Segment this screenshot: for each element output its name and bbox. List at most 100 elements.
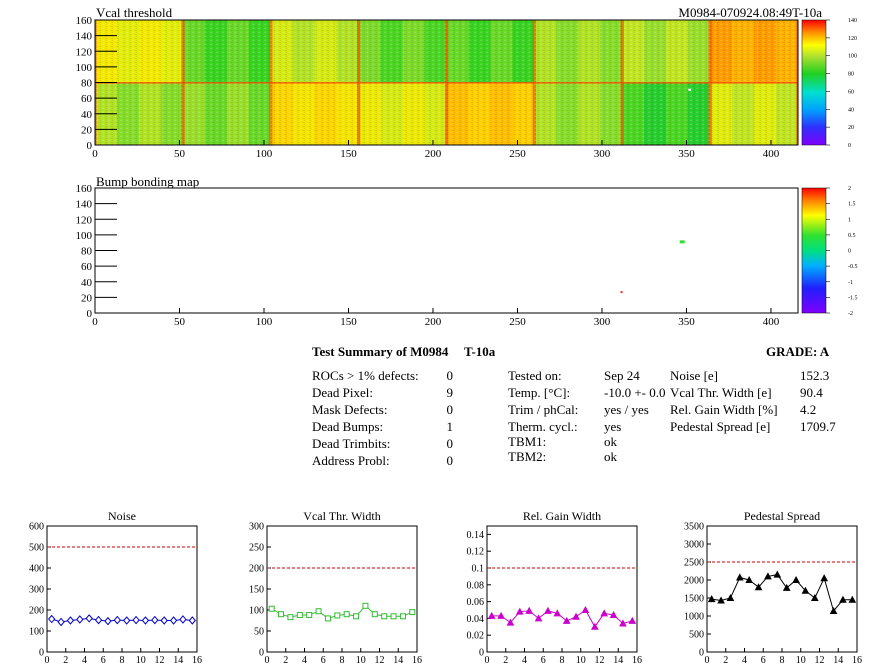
plot-data-point xyxy=(534,614,543,622)
palette-tick-label: -1.5 xyxy=(848,295,858,301)
plot-x-tick-label: 2 xyxy=(503,655,508,666)
top-x-tick-label: 0 xyxy=(92,148,98,160)
test-info-label: Therm. cycl.: xyxy=(508,419,578,434)
top-y-tick-label: 80 xyxy=(81,78,93,90)
plot-y-tick-label: 100 xyxy=(29,627,44,638)
plot-x-tick-label: 12 xyxy=(815,655,825,666)
defect-label: Dead Bumps: xyxy=(312,419,384,434)
plot-y-tick-label: 2500 xyxy=(684,558,704,569)
summary-title: Test Summary of M0984 xyxy=(312,344,449,359)
plot-frame xyxy=(46,525,198,653)
plot-data-point xyxy=(515,607,524,615)
palette-tick-label: -1 xyxy=(848,280,853,286)
bump-y-tick-label: 40 xyxy=(81,277,93,289)
plot-y-tick-label: 0.04 xyxy=(467,614,485,625)
plot-title: Rel. Gain Width xyxy=(523,509,601,523)
plot-data-point xyxy=(497,611,505,619)
plot-frame xyxy=(266,525,418,653)
plot-y-tick-label: 200 xyxy=(29,606,44,617)
defect-label: Mask Defects: xyxy=(312,402,388,417)
plot-data-point xyxy=(48,614,56,624)
bump-cells xyxy=(620,240,685,294)
plot-frame xyxy=(706,525,858,653)
defect-value: 0 xyxy=(446,436,454,451)
palette-tick-label: 1.5 xyxy=(848,202,856,208)
bump-x-tick-label: 50 xyxy=(174,316,186,328)
plot-data-point xyxy=(362,602,369,609)
plot-x-tick-label: 14 xyxy=(173,655,183,666)
plot-data-point xyxy=(85,614,93,623)
vcal-threshold-map: 0 50 100 150 200 250 300 350 4000204060801001201… xyxy=(76,5,858,160)
plot-data-point xyxy=(792,575,800,583)
top-y-tick-label: 160 xyxy=(76,15,93,27)
plot-x-tick-label: 12 xyxy=(155,655,165,666)
plot-series-line xyxy=(51,617,193,623)
plot-y-tick-label: 0.14 xyxy=(467,530,485,541)
plot-frame xyxy=(486,525,638,653)
plot-data-point xyxy=(764,572,772,580)
plot-data-point xyxy=(553,609,562,617)
performance-value: 152.3 xyxy=(800,368,830,383)
plot-x-tick-label: 16 xyxy=(632,655,642,666)
performance-value: 90.4 xyxy=(800,385,823,400)
plot-y-tick-label: 400 xyxy=(29,564,44,575)
top-y-tick-label: 40 xyxy=(81,109,93,121)
top-y-tick-label: 120 xyxy=(76,46,93,58)
plot-x-tick-label: 6 xyxy=(761,655,766,666)
summary-plot-1: Noise 0 2 4 6 8 10 12 14 16 0 100 200 300 400 500 600 xyxy=(29,509,202,666)
summary-plot-3: Rel. Gain Width 0 2 4 6 8 10 12 14 16 0 0.02 0.04 0.0… xyxy=(467,509,643,666)
top-x-tick-label: 250 xyxy=(509,148,526,160)
plot-data-point xyxy=(409,609,416,616)
plot-title: Pedestal Spread xyxy=(744,509,820,523)
top-x-tick-label: 100 xyxy=(256,148,273,160)
performance-label: Noise [e] xyxy=(670,368,719,383)
bump-x-tick-label: 100 xyxy=(256,316,273,328)
test-info-label: TBM2: xyxy=(508,449,547,464)
plot-data-point xyxy=(581,605,590,613)
summary-plot-4: Pedestal Spread 0 2 4 6 8 10 12 14 16 0 500 1000 1500… xyxy=(684,509,862,666)
plot-y-tick-label: 0.12 xyxy=(467,547,485,558)
plot-data-point xyxy=(754,583,763,591)
plot-data-point xyxy=(353,613,360,620)
plot-y-tick-label: 500 xyxy=(29,543,44,554)
plot-data-point xyxy=(315,608,322,615)
plot-data-point xyxy=(707,595,716,603)
plot-y-tick-label: 3000 xyxy=(684,540,704,551)
top-x-tick-label: 150 xyxy=(340,148,357,160)
module-label: M0984-070924.08:49T-10a xyxy=(678,5,822,20)
plot-data-point xyxy=(773,570,782,578)
plot-data-point xyxy=(113,615,121,625)
performance-value: 1709.7 xyxy=(800,419,836,434)
plot-x-tick-label: 10 xyxy=(796,655,806,666)
plot-data-point xyxy=(839,595,847,603)
bump-x-tick-label: 250 xyxy=(509,316,526,328)
plot-data-point xyxy=(381,613,388,620)
plot-data-point xyxy=(179,615,187,624)
defect-label: Dead Trimbits: xyxy=(312,436,391,451)
plot-y-tick-label: 2000 xyxy=(684,576,704,587)
plot-data-point xyxy=(726,593,735,601)
palette-tick-label: 0 xyxy=(848,143,851,149)
bump-color-scale xyxy=(801,187,827,314)
palette-tick-label: 100 xyxy=(848,54,857,60)
top-y-tick-label: 140 xyxy=(76,31,93,43)
plot-x-tick-label: 0 xyxy=(265,655,270,666)
test-info-value: -10.0 +- 0.0 xyxy=(604,385,666,400)
defect-label: Address Probl: xyxy=(312,453,390,468)
plot-x-tick-label: 8 xyxy=(120,655,125,666)
bump-bonding-title: Bump bonding map xyxy=(96,174,199,189)
plot-y-tick-label: 0.1 xyxy=(472,564,485,575)
plot-x-tick-label: 4 xyxy=(302,655,307,666)
plot-x-tick-label: 12 xyxy=(375,655,385,666)
performance-label: Pedestal Spread [e] xyxy=(670,419,771,434)
plot-x-tick-label: 6 xyxy=(541,655,546,666)
plot-x-tick-label: 10 xyxy=(136,655,146,666)
plot-x-tick-label: 14 xyxy=(833,655,843,666)
plot-data-point xyxy=(829,606,838,614)
defect-value: 9 xyxy=(446,385,454,400)
bump-defect-point xyxy=(620,291,623,294)
bump-y-tick-label: 160 xyxy=(76,183,93,195)
plot-data-point xyxy=(848,595,857,603)
plot-x-tick-label: 8 xyxy=(780,655,785,666)
